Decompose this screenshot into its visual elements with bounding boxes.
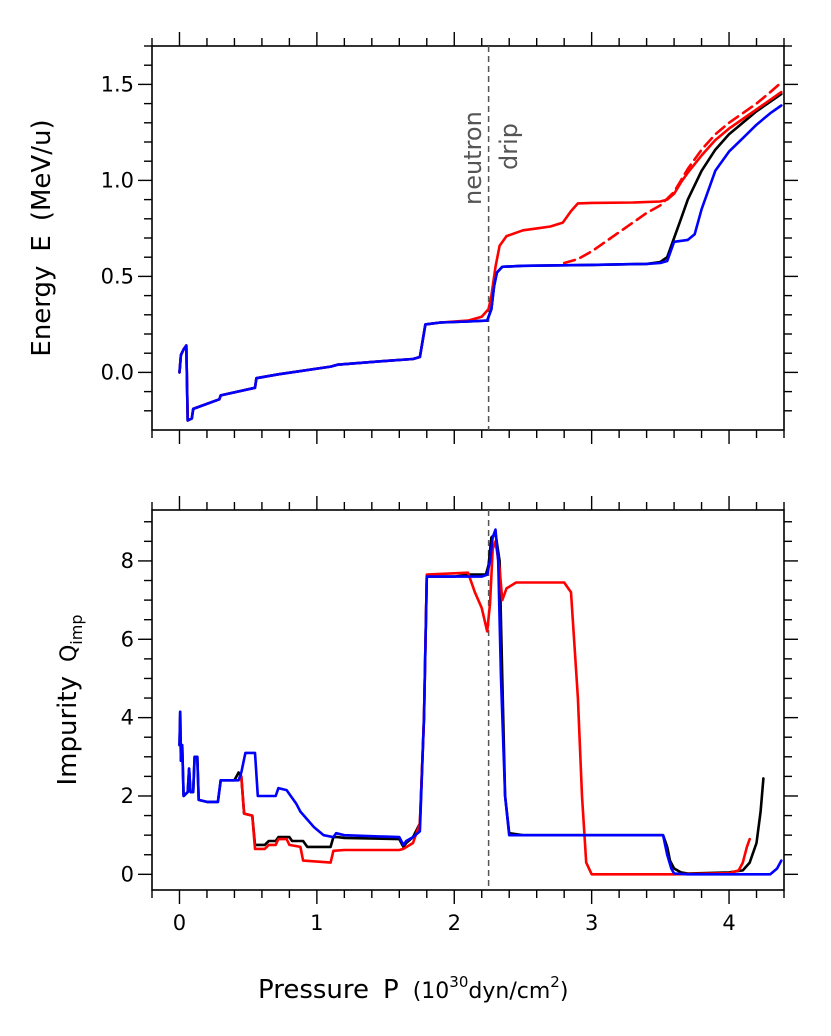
- y-tick-label: 1.5: [101, 72, 134, 96]
- x-tick-label: 2: [448, 911, 461, 935]
- x-tick-label: 0: [173, 911, 186, 935]
- y-axis-title: EnergyE(MeV/u): [27, 119, 57, 356]
- series-line-2: [562, 81, 783, 265]
- energy-panel: 0.0 0.5 1.0 1.5 EnergyE(MeV/u) neutron drip: [27, 32, 798, 444]
- x-tick-label: 3: [585, 911, 598, 935]
- y-tick-label: 0.0: [101, 360, 134, 384]
- y-tick-label: 1.0: [101, 168, 134, 192]
- annotation-neutron: neutron: [459, 111, 487, 205]
- series-line-1: [240, 540, 751, 876]
- annotation-drip: drip: [495, 123, 523, 170]
- y-tick-label: 8: [121, 549, 134, 573]
- y-tick-label: 0.5: [101, 264, 134, 288]
- x-axis-title: Pressure P (1030dyn/cm2): [258, 973, 568, 1005]
- y-tick-label: 0: [121, 862, 134, 886]
- series-line-2: [178, 528, 783, 876]
- y-tick-label: 2: [121, 784, 134, 808]
- x-tick-label: 4: [722, 911, 735, 935]
- plot-frame: [151, 509, 785, 891]
- y-axis-title: ImpurityQimp: [53, 615, 86, 786]
- y-tick-label: 6: [121, 627, 134, 651]
- impurity-panel: 0 1 2 3 4 0 2 4 6 8 ImpurityQimp Pressure P (1030dyn/…: [53, 496, 798, 1005]
- x-tick-label: 1: [310, 911, 323, 935]
- y-tick-label: 4: [121, 706, 134, 730]
- series-line-3: [178, 104, 783, 422]
